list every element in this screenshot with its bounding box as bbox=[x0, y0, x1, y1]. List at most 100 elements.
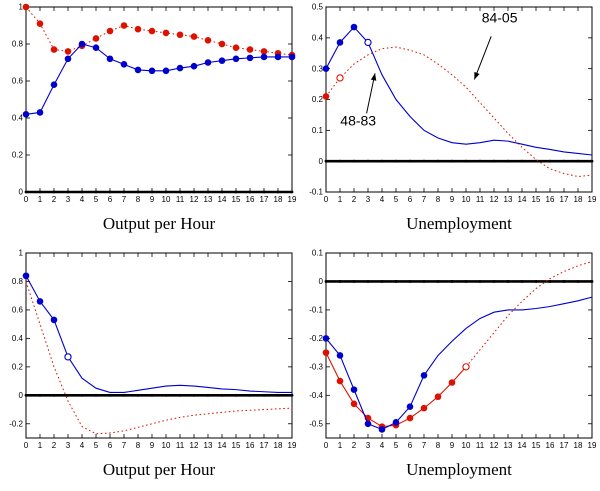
svg-text:9: 9 bbox=[450, 441, 455, 450]
svg-text:11: 11 bbox=[476, 195, 485, 204]
svg-text:17: 17 bbox=[260, 195, 269, 204]
subplot-unemployment-bottom: 0.1 0 -0.1 -0.2 -0.3 -0.4 -0.5 0 1 2 3 4 5 6 7 8 9 10 11 12… bbox=[300, 246, 600, 491]
svg-text:0.6: 0.6 bbox=[12, 77, 24, 86]
svg-text:4: 4 bbox=[380, 195, 385, 204]
svg-text:18: 18 bbox=[574, 195, 583, 204]
svg-text:16: 16 bbox=[246, 441, 255, 450]
svg-text:12: 12 bbox=[190, 195, 199, 204]
svg-text:13: 13 bbox=[204, 195, 213, 204]
svg-text:2: 2 bbox=[52, 195, 57, 204]
svg-text:0: 0 bbox=[319, 157, 324, 166]
svg-text:0.3: 0.3 bbox=[312, 64, 324, 73]
svg-text:14: 14 bbox=[518, 195, 527, 204]
svg-text:0.1: 0.1 bbox=[312, 249, 324, 258]
subplot-output-per-hour-bottom: 1 0.8 0.6 0.4 0.2 0 -0.2 0 1 2 3 4 5 6 7 8 9 10 11 12 13 14 15… bbox=[0, 246, 300, 491]
svg-text:-0.4: -0.4 bbox=[309, 391, 323, 400]
svg-text:8: 8 bbox=[136, 195, 141, 204]
svg-text:84-05: 84-05 bbox=[482, 9, 518, 25]
svg-text:9: 9 bbox=[150, 195, 155, 204]
svg-text:-0.3: -0.3 bbox=[309, 362, 323, 371]
svg-text:17: 17 bbox=[560, 195, 569, 204]
svg-text:17: 17 bbox=[560, 441, 569, 450]
xlabel-unemployment-bottom: Unemployment bbox=[406, 460, 512, 479]
svg-text:0.2: 0.2 bbox=[12, 362, 24, 371]
svg-text:4: 4 bbox=[380, 441, 385, 450]
svg-text:1: 1 bbox=[338, 441, 343, 450]
subplot-output-per-hour-top: 1 0.8 0.6 0.4 0.2 0 0 1 2 3 4 5 6 7 8 9 10 11 12 13 14 15 16 17… bbox=[0, 0, 300, 246]
svg-text:7: 7 bbox=[422, 441, 427, 450]
svg-text:10: 10 bbox=[162, 195, 171, 204]
chart-canvas-output-per-hour-top: 10.80.60.40.200 1 2 3 4 5 6 7 8 9 10 11 12 13 14 15 16 17… bbox=[12, 3, 297, 204]
svg-text:13: 13 bbox=[504, 441, 513, 450]
svg-text:18: 18 bbox=[274, 441, 283, 450]
svg-text:48-83: 48-83 bbox=[340, 113, 376, 129]
svg-text:0.2: 0.2 bbox=[12, 151, 24, 160]
svg-text:10: 10 bbox=[462, 195, 471, 204]
svg-text:19: 19 bbox=[288, 441, 297, 450]
chart-canvas-unemployment-top: 0.50.40.30.20.10-0.10 1 2 3 4 5 6 7 8 9 10 11 12 13 14… bbox=[309, 3, 597, 204]
svg-text:5: 5 bbox=[94, 441, 99, 450]
svg-text:0.5: 0.5 bbox=[312, 3, 324, 12]
svg-text:10: 10 bbox=[462, 441, 471, 450]
svg-text:18: 18 bbox=[574, 441, 583, 450]
svg-text:10: 10 bbox=[162, 441, 171, 450]
svg-text:0: 0 bbox=[24, 441, 29, 450]
svg-text:1: 1 bbox=[19, 249, 24, 258]
svg-text:0: 0 bbox=[24, 195, 29, 204]
svg-text:16: 16 bbox=[546, 195, 555, 204]
svg-text:9: 9 bbox=[150, 441, 155, 450]
svg-text:1: 1 bbox=[38, 195, 43, 204]
svg-text:12: 12 bbox=[190, 441, 199, 450]
svg-text:2: 2 bbox=[352, 441, 357, 450]
xlabel-output-per-hour-bottom: Output per Hour bbox=[102, 460, 216, 479]
svg-text:6: 6 bbox=[108, 195, 113, 204]
svg-text:0.8: 0.8 bbox=[12, 277, 24, 286]
svg-text:15: 15 bbox=[532, 441, 541, 450]
svg-text:7: 7 bbox=[422, 195, 427, 204]
chart-canvas-output-per-hour-bottom: 10.80.60.40.20-0.20 1 2 3 4 5 6 7 8 9 10 11 12 13 14 15… bbox=[9, 249, 297, 450]
svg-text:9: 9 bbox=[450, 195, 455, 204]
svg-text:0.2: 0.2 bbox=[312, 95, 324, 104]
svg-text:0: 0 bbox=[19, 188, 24, 197]
svg-text:0: 0 bbox=[324, 441, 329, 450]
svg-text:1: 1 bbox=[338, 195, 343, 204]
svg-text:0.4: 0.4 bbox=[312, 33, 324, 42]
svg-text:11: 11 bbox=[176, 195, 185, 204]
svg-text:6: 6 bbox=[408, 441, 413, 450]
xlabel-output-per-hour-top: Output per Hour bbox=[102, 214, 216, 233]
svg-text:13: 13 bbox=[504, 195, 513, 204]
svg-text:16: 16 bbox=[246, 195, 255, 204]
svg-text:11: 11 bbox=[476, 441, 485, 450]
svg-text:3: 3 bbox=[366, 195, 371, 204]
svg-text:4: 4 bbox=[80, 195, 85, 204]
svg-text:14: 14 bbox=[518, 441, 527, 450]
svg-text:0: 0 bbox=[319, 277, 324, 286]
subplot-unemployment-top: 0.5 0.4 0.3 0.2 0.1 0 -0.1 0 1 2 3 4 5 6 7 8 9 10 11 12 13 14… bbox=[300, 0, 600, 246]
svg-text:15: 15 bbox=[232, 441, 241, 450]
svg-text:0.1: 0.1 bbox=[312, 126, 324, 135]
svg-text:7: 7 bbox=[122, 195, 127, 204]
svg-text:3: 3 bbox=[66, 195, 71, 204]
svg-text:3: 3 bbox=[66, 441, 71, 450]
svg-text:19: 19 bbox=[588, 195, 597, 204]
svg-text:11: 11 bbox=[176, 441, 185, 450]
svg-text:8: 8 bbox=[436, 195, 441, 204]
svg-text:4: 4 bbox=[80, 441, 85, 450]
svg-text:13: 13 bbox=[204, 441, 213, 450]
svg-text:-0.1: -0.1 bbox=[309, 306, 323, 315]
svg-text:1: 1 bbox=[19, 3, 24, 12]
svg-text:6: 6 bbox=[108, 441, 113, 450]
svg-text:12: 12 bbox=[490, 195, 499, 204]
svg-text:8: 8 bbox=[136, 441, 141, 450]
svg-text:-0.2: -0.2 bbox=[309, 334, 323, 343]
svg-text:-0.1: -0.1 bbox=[309, 188, 323, 197]
svg-text:7: 7 bbox=[122, 441, 127, 450]
svg-text:5: 5 bbox=[94, 195, 99, 204]
svg-text:-0.2: -0.2 bbox=[9, 419, 23, 428]
svg-text:0.8: 0.8 bbox=[12, 40, 24, 49]
chart-canvas-unemployment-bottom: 0.10-0.1-0.2-0.3-0.4-0.50 1 2 3 4 5 6 7 8 9 10 11 12… bbox=[309, 249, 597, 450]
svg-text:16: 16 bbox=[546, 441, 555, 450]
svg-text:2: 2 bbox=[352, 195, 357, 204]
svg-text:5: 5 bbox=[394, 195, 399, 204]
